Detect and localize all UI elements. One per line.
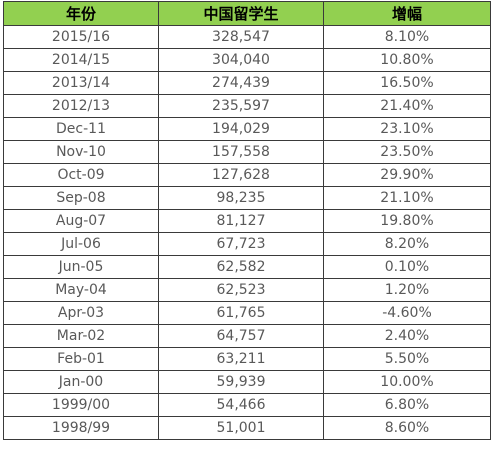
students-cell[interactable]: 127,628 [158, 163, 324, 187]
students-cell[interactable]: 62,523 [158, 278, 324, 302]
growth-cell[interactable]: 19.80% [323, 209, 491, 233]
growth-cell[interactable]: 10.00% [323, 370, 491, 394]
year-cell[interactable]: Jul-06 [3, 232, 159, 256]
table-row: Jun-05 62,582 0.10% [3, 255, 491, 279]
table-body: 2015/16 328,547 8.10% 2014/15 304,040 10.80% 2… [3, 25, 491, 440]
growth-cell[interactable]: -4.60% [323, 301, 491, 325]
year-cell[interactable]: 2014/15 [3, 48, 159, 72]
year-cell[interactable]: Dec-11 [3, 117, 159, 141]
growth-cell[interactable]: 10.80% [323, 48, 491, 72]
students-cell[interactable]: 51,001 [158, 416, 324, 440]
students-cell[interactable]: 67,723 [158, 232, 324, 256]
table-row: Oct-09 127,628 29.90% [3, 163, 491, 187]
year-cell[interactable]: Nov-10 [3, 140, 159, 164]
year-cell[interactable]: Jun-05 [3, 255, 159, 279]
growth-cell[interactable]: 8.60% [323, 416, 491, 440]
students-cell[interactable]: 328,547 [158, 25, 324, 49]
year-cell[interactable]: 2012/13 [3, 94, 159, 118]
table-row: 2012/13 235,597 21.40% [3, 94, 491, 118]
table-row: 2013/14 274,439 16.50% [3, 71, 491, 95]
growth-cell[interactable]: 16.50% [323, 71, 491, 95]
year-cell[interactable]: Mar-02 [3, 324, 159, 348]
students-cell[interactable]: 62,582 [158, 255, 324, 279]
students-cell[interactable]: 64,757 [158, 324, 324, 348]
students-cell[interactable]: 274,439 [158, 71, 324, 95]
students-cell[interactable]: 304,040 [158, 48, 324, 72]
growth-cell[interactable]: 1.20% [323, 278, 491, 302]
growth-cell[interactable]: 29.90% [323, 163, 491, 187]
students-cell[interactable]: 59,939 [158, 370, 324, 394]
header-row: 年份 中国留学生 增幅 [3, 1, 491, 26]
year-cell[interactable]: Feb-01 [3, 347, 159, 371]
year-cell[interactable]: 2015/16 [3, 25, 159, 49]
table-row: Apr-03 61,765 -4.60% [3, 301, 491, 325]
table-row: Sep-08 98,235 21.10% [3, 186, 491, 210]
year-cell[interactable]: 1998/99 [3, 416, 159, 440]
table-row: 2014/15 304,040 10.80% [3, 48, 491, 72]
growth-cell[interactable]: 8.10% [323, 25, 491, 49]
table-row: 1999/00 54,466 6.80% [3, 393, 491, 417]
growth-cell[interactable]: 6.80% [323, 393, 491, 417]
table-row: Nov-10 157,558 23.50% [3, 140, 491, 164]
data-table: 年份 中国留学生 增幅 2015/16 328,547 8.10% 2014/15 30… [3, 1, 491, 440]
growth-cell[interactable]: 21.10% [323, 186, 491, 210]
table-row: Dec-11 194,029 23.10% [3, 117, 491, 141]
growth-cell[interactable]: 21.40% [323, 94, 491, 118]
column-header-growth[interactable]: 增幅 [323, 1, 491, 26]
growth-cell[interactable]: 5.50% [323, 347, 491, 371]
students-cell[interactable]: 81,127 [158, 209, 324, 233]
year-cell[interactable]: 1999/00 [3, 393, 159, 417]
growth-cell[interactable]: 23.10% [323, 117, 491, 141]
year-cell[interactable]: Sep-08 [3, 186, 159, 210]
table-row: May-04 62,523 1.20% [3, 278, 491, 302]
students-cell[interactable]: 63,211 [158, 347, 324, 371]
year-cell[interactable]: Oct-09 [3, 163, 159, 187]
table-row: Jan-00 59,939 10.00% [3, 370, 491, 394]
year-cell[interactable]: Jan-00 [3, 370, 159, 394]
growth-cell[interactable]: 2.40% [323, 324, 491, 348]
students-cell[interactable]: 54,466 [158, 393, 324, 417]
year-cell[interactable]: Apr-03 [3, 301, 159, 325]
table-row: Mar-02 64,757 2.40% [3, 324, 491, 348]
students-cell[interactable]: 157,558 [158, 140, 324, 164]
column-header-students[interactable]: 中国留学生 [158, 1, 324, 26]
students-cell[interactable]: 194,029 [158, 117, 324, 141]
growth-cell[interactable]: 0.10% [323, 255, 491, 279]
table-row: Feb-01 63,211 5.50% [3, 347, 491, 371]
students-cell[interactable]: 235,597 [158, 94, 324, 118]
students-cell[interactable]: 98,235 [158, 186, 324, 210]
table-row: 1998/99 51,001 8.60% [3, 416, 491, 440]
growth-cell[interactable]: 23.50% [323, 140, 491, 164]
growth-cell[interactable]: 8.20% [323, 232, 491, 256]
table-row: Jul-06 67,723 8.20% [3, 232, 491, 256]
table-row: Aug-07 81,127 19.80% [3, 209, 491, 233]
students-cell[interactable]: 61,765 [158, 301, 324, 325]
year-cell[interactable]: Aug-07 [3, 209, 159, 233]
year-cell[interactable]: May-04 [3, 278, 159, 302]
spreadsheet-table-container: 年份 中国留学生 增幅 2015/16 328,547 8.10% 2014/15 30… [3, 1, 491, 440]
table-row: 2015/16 328,547 8.10% [3, 25, 491, 49]
column-header-year[interactable]: 年份 [3, 1, 159, 26]
year-cell[interactable]: 2013/14 [3, 71, 159, 95]
